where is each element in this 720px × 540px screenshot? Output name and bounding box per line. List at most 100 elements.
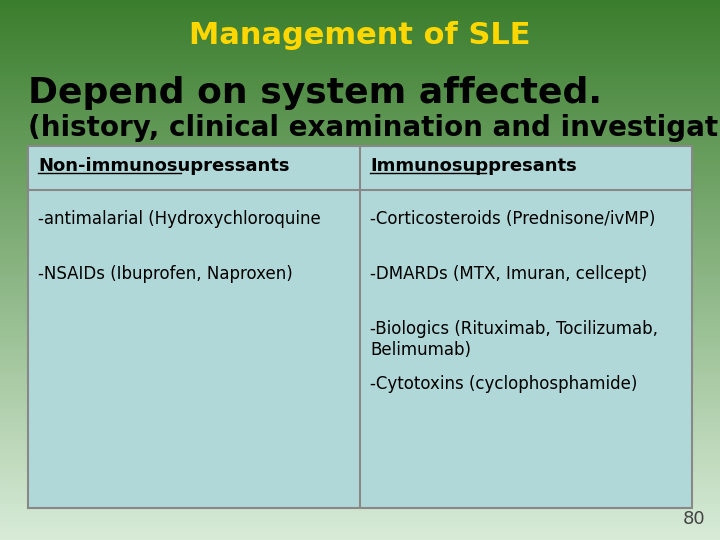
Bar [0,206,720,209]
Bar [0,465,720,468]
Bar [0,286,720,288]
Bar [0,246,720,248]
Bar [0,406,720,409]
Bar [0,60,720,63]
Bar [0,511,720,513]
Text: (history, clinical examination and investigations): (history, clinical examination and inves… [28,114,720,142]
Bar [0,399,720,401]
Text: -Biologics (Rituximab, Tocilizumab,
Belimumab): -Biologics (Rituximab, Tocilizumab, Beli… [370,320,658,359]
Bar [0,523,720,525]
Bar [0,468,720,470]
Bar [0,532,720,535]
Bar [0,381,720,383]
Bar [0,441,720,443]
Bar [0,44,720,47]
Bar [0,6,720,9]
Bar [0,367,720,369]
Bar [0,529,720,531]
Bar [0,430,720,432]
Bar [0,276,720,279]
Bar [0,392,720,394]
Bar [0,437,720,439]
Bar [0,188,720,191]
Bar [0,249,720,252]
Bar [0,176,720,178]
Bar [0,25,720,27]
Bar [0,198,720,200]
Bar [0,156,720,158]
Bar [0,496,720,498]
Bar [0,52,720,54]
Bar [0,491,720,493]
Bar [0,516,720,518]
Bar [0,239,720,241]
Bar [0,279,720,281]
Bar [0,259,720,261]
Bar [0,262,720,265]
Bar [0,14,720,16]
Bar [0,212,720,214]
Bar [0,252,720,254]
Bar [0,109,720,112]
Bar [0,525,720,528]
Bar [0,311,720,313]
Bar [0,487,720,490]
Bar [0,33,720,36]
Bar [0,237,720,239]
Bar [0,149,720,151]
Bar [0,419,720,421]
Bar [0,248,720,250]
Bar [0,390,720,393]
Bar [0,327,720,329]
Bar [0,222,720,225]
Bar [0,352,720,355]
Bar [0,397,720,400]
Bar [0,505,720,508]
Bar [0,271,720,274]
Bar [0,3,720,5]
Bar [0,225,720,227]
Bar [0,0,720,2]
Bar [0,492,720,495]
Bar [0,255,720,258]
Bar [0,23,720,25]
Bar [0,167,720,169]
Bar [0,174,720,177]
Bar [0,32,720,34]
Bar [0,388,720,390]
Bar [0,28,720,31]
Bar [0,46,720,49]
Bar [0,264,720,266]
Bar [0,411,720,414]
Bar [0,253,720,255]
Bar [0,522,720,524]
Bar [0,498,720,501]
Bar [0,100,720,103]
Bar [0,374,720,376]
Bar [0,303,720,306]
Bar [0,113,720,115]
Bar [0,244,720,247]
Bar [0,289,720,292]
Bar [0,134,720,137]
Bar [0,458,720,461]
Bar [0,185,720,187]
Bar [0,158,720,160]
Bar [0,457,720,459]
Bar [0,395,720,398]
Bar [0,417,720,420]
Bar [0,296,720,299]
Bar [0,127,720,130]
Bar [0,287,720,290]
Bar [0,192,720,194]
Bar [0,232,720,234]
Bar [0,129,720,131]
Bar [0,415,720,417]
Bar [0,16,720,18]
Bar [0,275,720,277]
Bar [0,500,720,502]
Bar [0,284,720,286]
Bar [0,104,720,106]
Bar [0,349,720,351]
Bar [0,347,720,349]
